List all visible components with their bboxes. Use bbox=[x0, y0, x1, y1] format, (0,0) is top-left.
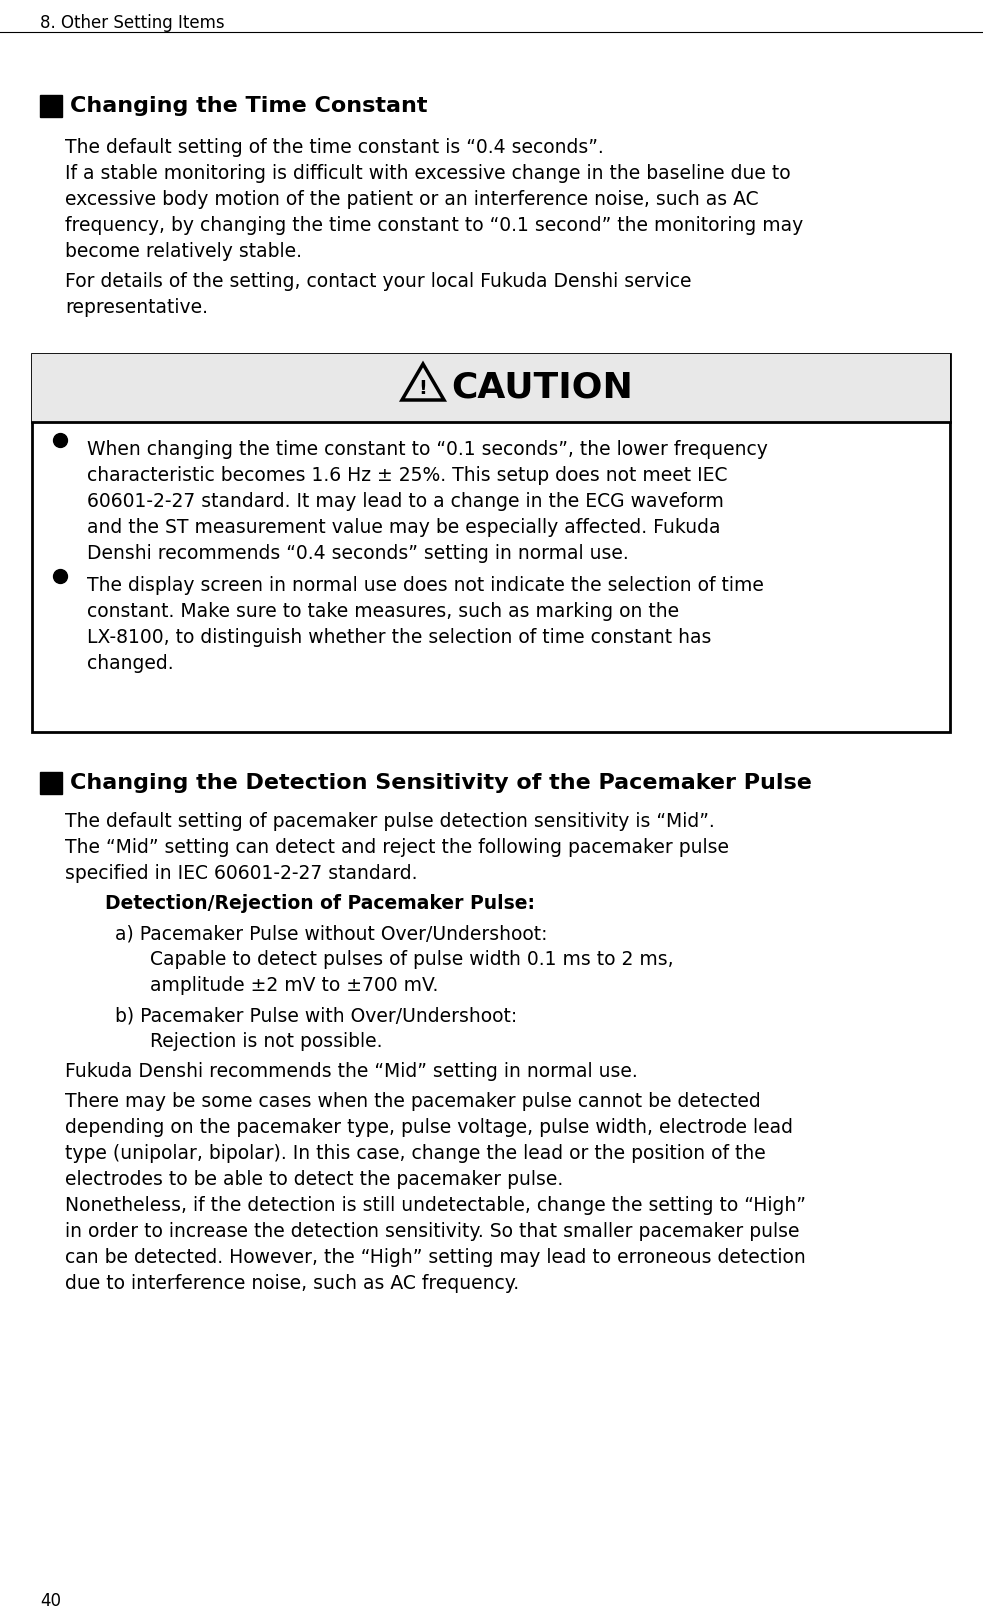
Text: in order to increase the detection sensitivity. So that smaller pacemaker pulse: in order to increase the detection sensi… bbox=[65, 1222, 799, 1241]
Text: CAUTION: CAUTION bbox=[451, 371, 633, 405]
Bar bbox=[32, 355, 950, 422]
Text: If a stable monitoring is difficult with excessive change in the baseline due to: If a stable monitoring is difficult with… bbox=[65, 164, 790, 184]
Text: excessive body motion of the patient or an interference noise, such as AC: excessive body motion of the patient or … bbox=[65, 190, 759, 210]
Text: Detection/Rejection of Pacemaker Pulse:: Detection/Rejection of Pacemaker Pulse: bbox=[105, 895, 535, 912]
Text: !: ! bbox=[419, 379, 428, 398]
Text: representative.: representative. bbox=[65, 298, 208, 318]
Text: changed.: changed. bbox=[87, 654, 174, 672]
Text: due to interference noise, such as AC frequency.: due to interference noise, such as AC fr… bbox=[65, 1273, 519, 1293]
Text: When changing the time constant to “0.1 seconds”, the lower frequency: When changing the time constant to “0.1 … bbox=[87, 440, 768, 459]
Text: The display screen in normal use does not indicate the selection of time: The display screen in normal use does no… bbox=[87, 575, 764, 595]
Text: There may be some cases when the pacemaker pulse cannot be detected: There may be some cases when the pacemak… bbox=[65, 1091, 761, 1111]
Text: LX-8100, to distinguish whether the selection of time constant has: LX-8100, to distinguish whether the sele… bbox=[87, 629, 712, 646]
Text: Capable to detect pulses of pulse width 0.1 ms to 2 ms,: Capable to detect pulses of pulse width … bbox=[150, 949, 673, 969]
Text: Denshi recommends “0.4 seconds” setting in normal use.: Denshi recommends “0.4 seconds” setting … bbox=[87, 543, 629, 563]
Text: a) Pacemaker Pulse without Over/Undershoot:: a) Pacemaker Pulse without Over/Undersho… bbox=[115, 924, 548, 943]
Text: For details of the setting, contact your local Fukuda Denshi service: For details of the setting, contact your… bbox=[65, 272, 691, 292]
Text: The default setting of the time constant is “0.4 seconds”.: The default setting of the time constant… bbox=[65, 139, 604, 156]
Text: 40: 40 bbox=[40, 1593, 61, 1610]
Text: 8. Other Setting Items: 8. Other Setting Items bbox=[40, 15, 225, 32]
Text: constant. Make sure to take measures, such as marking on the: constant. Make sure to take measures, su… bbox=[87, 601, 679, 621]
Text: frequency, by changing the time constant to “0.1 second” the monitoring may: frequency, by changing the time constant… bbox=[65, 216, 803, 235]
Bar bbox=[40, 95, 62, 118]
Text: Fukuda Denshi recommends the “Mid” setting in normal use.: Fukuda Denshi recommends the “Mid” setti… bbox=[65, 1062, 638, 1082]
Text: can be detected. However, the “High” setting may lead to erroneous detection: can be detected. However, the “High” set… bbox=[65, 1248, 806, 1267]
Text: type (unipolar, bipolar). In this case, change the lead or the position of the: type (unipolar, bipolar). In this case, … bbox=[65, 1145, 766, 1162]
Text: The default setting of pacemaker pulse detection sensitivity is “Mid”.: The default setting of pacemaker pulse d… bbox=[65, 812, 715, 832]
Bar bbox=[32, 355, 950, 732]
Text: Changing the Detection Sensitivity of the Pacemaker Pulse: Changing the Detection Sensitivity of th… bbox=[70, 774, 812, 793]
Text: and the ST measurement value may be especially affected. Fukuda: and the ST measurement value may be espe… bbox=[87, 517, 721, 537]
Text: specified in IEC 60601-2-27 standard.: specified in IEC 60601-2-27 standard. bbox=[65, 864, 418, 883]
Text: Nonetheless, if the detection is still undetectable, change the setting to “High: Nonetheless, if the detection is still u… bbox=[65, 1196, 806, 1215]
Text: The “Mid” setting can detect and reject the following pacemaker pulse: The “Mid” setting can detect and reject … bbox=[65, 838, 729, 858]
Text: b) Pacemaker Pulse with Over/Undershoot:: b) Pacemaker Pulse with Over/Undershoot: bbox=[115, 1006, 517, 1025]
Text: electrodes to be able to detect the pacemaker pulse.: electrodes to be able to detect the pace… bbox=[65, 1170, 563, 1190]
Text: depending on the pacemaker type, pulse voltage, pulse width, electrode lead: depending on the pacemaker type, pulse v… bbox=[65, 1119, 793, 1136]
Text: 60601-2-27 standard. It may lead to a change in the ECG waveform: 60601-2-27 standard. It may lead to a ch… bbox=[87, 492, 723, 511]
Text: become relatively stable.: become relatively stable. bbox=[65, 242, 302, 261]
Text: Rejection is not possible.: Rejection is not possible. bbox=[150, 1032, 382, 1051]
Text: amplitude ±2 mV to ±700 mV.: amplitude ±2 mV to ±700 mV. bbox=[150, 975, 438, 995]
Bar bbox=[40, 772, 62, 795]
Text: Changing the Time Constant: Changing the Time Constant bbox=[70, 97, 428, 116]
Text: characteristic becomes 1.6 Hz ± 25%. This setup does not meet IEC: characteristic becomes 1.6 Hz ± 25%. Thi… bbox=[87, 466, 727, 485]
